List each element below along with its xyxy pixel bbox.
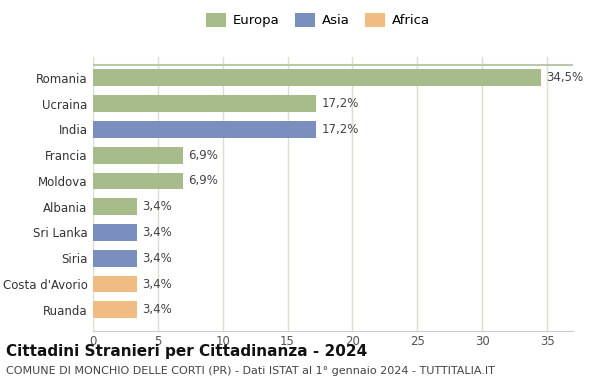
Text: 6,9%: 6,9%	[188, 174, 218, 187]
Bar	[93, 301, 137, 318]
Text: 3,4%: 3,4%	[142, 277, 172, 291]
Text: 3,4%: 3,4%	[142, 200, 172, 213]
Bar	[93, 121, 316, 138]
Bar	[93, 198, 137, 215]
Text: 3,4%: 3,4%	[142, 303, 172, 316]
Text: 17,2%: 17,2%	[322, 123, 359, 136]
Bar	[93, 147, 182, 163]
Bar	[93, 173, 182, 189]
Legend: Europa, Asia, Africa: Europa, Asia, Africa	[203, 10, 433, 30]
Bar	[93, 276, 137, 292]
Text: COMUNE DI MONCHIO DELLE CORTI (PR) - Dati ISTAT al 1° gennaio 2024 - TUTTITALIA.: COMUNE DI MONCHIO DELLE CORTI (PR) - Dat…	[6, 366, 495, 375]
Bar	[93, 70, 541, 86]
Text: 34,5%: 34,5%	[546, 71, 583, 84]
Text: Cittadini Stranieri per Cittadinanza - 2024: Cittadini Stranieri per Cittadinanza - 2…	[6, 344, 367, 359]
Text: 3,4%: 3,4%	[142, 252, 172, 265]
Text: 17,2%: 17,2%	[322, 97, 359, 110]
Text: 6,9%: 6,9%	[188, 149, 218, 162]
Bar	[93, 224, 137, 241]
Bar	[93, 250, 137, 267]
Bar	[93, 95, 316, 112]
Text: 3,4%: 3,4%	[142, 226, 172, 239]
